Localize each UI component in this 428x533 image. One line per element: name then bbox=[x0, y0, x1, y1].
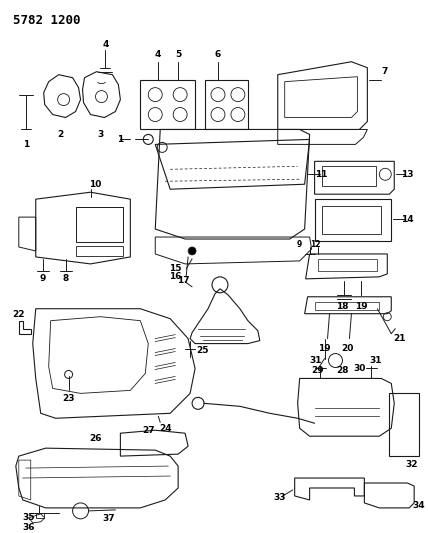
Text: 12: 12 bbox=[310, 240, 321, 249]
Text: 33: 33 bbox=[273, 494, 286, 503]
Text: 4: 4 bbox=[102, 41, 109, 50]
Text: 19: 19 bbox=[355, 302, 368, 311]
Text: 37: 37 bbox=[102, 514, 115, 523]
Text: 5782 1200: 5782 1200 bbox=[13, 14, 80, 27]
Text: 23: 23 bbox=[62, 394, 75, 403]
Text: 10: 10 bbox=[89, 180, 102, 189]
Bar bbox=[318, 259, 377, 271]
Text: 30: 30 bbox=[353, 364, 366, 373]
Text: 21: 21 bbox=[393, 334, 405, 343]
Text: 14: 14 bbox=[401, 215, 413, 224]
Text: 35: 35 bbox=[23, 513, 35, 522]
Text: 36: 36 bbox=[23, 523, 35, 532]
Bar bbox=[315, 302, 379, 310]
Text: 32: 32 bbox=[405, 459, 417, 469]
Text: 9: 9 bbox=[297, 240, 302, 249]
Text: 6: 6 bbox=[215, 50, 221, 59]
Text: 19: 19 bbox=[318, 344, 331, 353]
Bar bbox=[36, 513, 44, 518]
Bar bbox=[321, 166, 376, 186]
Text: 1: 1 bbox=[117, 135, 124, 144]
Text: 28: 28 bbox=[336, 366, 349, 375]
Text: 18: 18 bbox=[336, 302, 349, 311]
Text: 1: 1 bbox=[23, 140, 29, 149]
Text: 11: 11 bbox=[315, 170, 328, 179]
Text: 8: 8 bbox=[62, 274, 69, 284]
Text: 7: 7 bbox=[381, 67, 387, 76]
Bar bbox=[76, 207, 123, 242]
Text: 13: 13 bbox=[401, 170, 413, 179]
Text: 34: 34 bbox=[413, 502, 425, 511]
Text: 25: 25 bbox=[196, 346, 208, 355]
Text: 3: 3 bbox=[97, 130, 104, 139]
Text: 20: 20 bbox=[341, 344, 354, 353]
Text: 9: 9 bbox=[39, 274, 46, 284]
Text: 5: 5 bbox=[175, 50, 181, 59]
Text: 24: 24 bbox=[159, 424, 172, 433]
Text: 31: 31 bbox=[309, 356, 322, 365]
Bar bbox=[321, 206, 381, 234]
Circle shape bbox=[188, 247, 196, 255]
Text: 26: 26 bbox=[89, 434, 102, 443]
Text: 17: 17 bbox=[177, 276, 190, 285]
Text: 22: 22 bbox=[12, 310, 25, 319]
Text: 2: 2 bbox=[57, 130, 64, 139]
Text: 29: 29 bbox=[311, 366, 324, 375]
Text: 27: 27 bbox=[142, 426, 155, 435]
Text: 16: 16 bbox=[169, 272, 181, 281]
Text: 4: 4 bbox=[155, 50, 161, 59]
Bar bbox=[76, 246, 123, 256]
Text: 31: 31 bbox=[369, 356, 382, 365]
Text: 15: 15 bbox=[169, 264, 181, 273]
